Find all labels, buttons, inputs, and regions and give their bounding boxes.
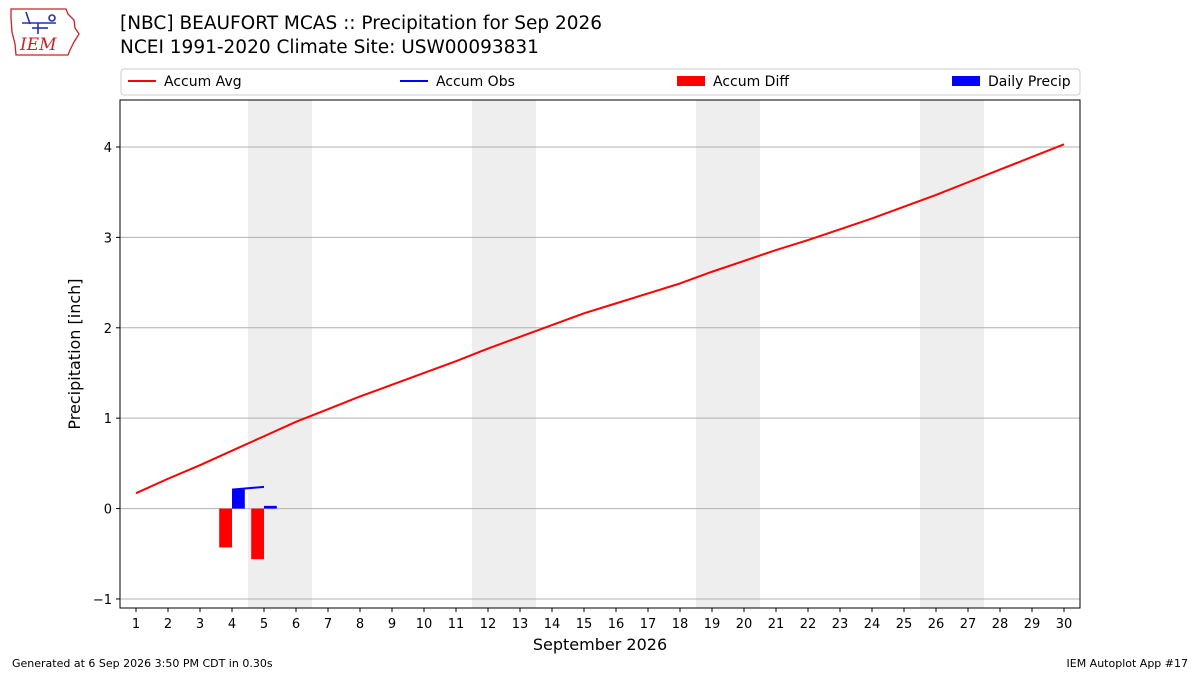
x-tick-label: 7 [324, 617, 332, 632]
accum-diff-bar [219, 508, 232, 548]
legend-swatch-accum-diff [677, 76, 705, 86]
x-tick-label: 27 [960, 617, 977, 632]
x-tick-label: 23 [832, 617, 849, 632]
x-tick-label: 14 [544, 617, 561, 632]
legend-swatch-daily-precip [952, 76, 980, 86]
x-tick-label: 28 [992, 617, 1009, 632]
weekend-band [920, 100, 984, 608]
x-tick-label: 30 [1056, 617, 1073, 632]
x-tick-label: 24 [864, 617, 881, 632]
y-tick-label: −1 [93, 593, 112, 608]
y-axis-label: Precipitation [inch] [65, 278, 84, 429]
legend-box [120, 68, 1081, 96]
x-tick-label: 18 [672, 617, 689, 632]
x-tick-label: 8 [356, 617, 364, 632]
x-tick-label: 20 [736, 617, 753, 632]
weekend-bands [248, 100, 984, 608]
plot-frame [119, 99, 1081, 609]
grid-lines [120, 146, 1080, 600]
x-tick-label: 25 [896, 617, 913, 632]
x-tick-label: 9 [388, 617, 396, 632]
daily-precip-bar [264, 505, 277, 509]
x-tick-label: 29 [1024, 617, 1041, 632]
accum-avg-line [135, 143, 1065, 495]
bar-series [219, 489, 277, 560]
weekend-band [472, 100, 536, 608]
legend-label-daily-precip: Daily Precip [988, 74, 1071, 90]
x-tick-label: 2 [164, 617, 172, 632]
x-tick-label: 22 [800, 617, 817, 632]
line-series [135, 143, 1065, 495]
legend-label-accum-diff: Accum Diff [713, 74, 789, 90]
daily-precip-bar [232, 489, 245, 509]
weekend-band [696, 100, 760, 608]
y-tick-label: 3 [104, 231, 112, 246]
x-tick-label: 15 [576, 617, 593, 632]
y-tick-label: 2 [104, 322, 112, 337]
y-tick-label: 0 [104, 503, 112, 518]
x-tick-label: 6 [292, 617, 300, 632]
legend-label-accum-obs: Accum Obs [436, 74, 515, 90]
y-tick-label: 4 [104, 141, 112, 156]
accum-diff-bar [251, 508, 264, 560]
chart-subtitle: NCEI 1991-2020 Climate Site: USW00093831 [120, 37, 539, 58]
x-tick-label: 21 [768, 617, 785, 632]
generated-timestamp: Generated at 6 Sep 2026 3:50 PM CDT in 0… [12, 657, 273, 670]
app-label: IEM Autoplot App #17 [1066, 657, 1189, 670]
legend-label-accum-avg: Accum Avg [164, 74, 242, 90]
y-axis-ticks: −1 0 1 2 3 4 [93, 141, 120, 608]
chart-title: [NBC] BEAUFORT MCAS :: Precipitation for… [120, 13, 603, 34]
legend: Accum Avg Accum Obs Accum Diff Daily Precip [120, 68, 1081, 96]
x-tick-label: 12 [480, 617, 497, 632]
x-tick-label: 10 [416, 617, 433, 632]
x-axis-ticks: 1 2 3 4 5 6 7 8 9 10 11 12 13 14 15 16 17 18 19 20 21 22 23 24 2… [132, 608, 1072, 632]
x-tick-label: 4 [228, 617, 236, 632]
x-tick-label: 11 [448, 617, 465, 632]
x-tick-label: 16 [608, 617, 625, 632]
accum-obs-line [231, 485, 265, 491]
x-axis-label: September 2026 [533, 635, 667, 654]
x-tick-label: 13 [512, 617, 529, 632]
iem-logo: IEM [10, 8, 80, 56]
x-tick-label: 5 [260, 617, 268, 632]
weather-station-icon [22, 11, 56, 34]
x-tick-label: 1 [132, 617, 140, 632]
x-tick-label: 3 [196, 617, 204, 632]
y-tick-label: 1 [104, 412, 112, 427]
x-tick-label: 26 [928, 617, 945, 632]
x-tick-label: 19 [704, 617, 721, 632]
x-tick-label: 17 [640, 617, 657, 632]
iem-logo-text: IEM [19, 35, 57, 55]
